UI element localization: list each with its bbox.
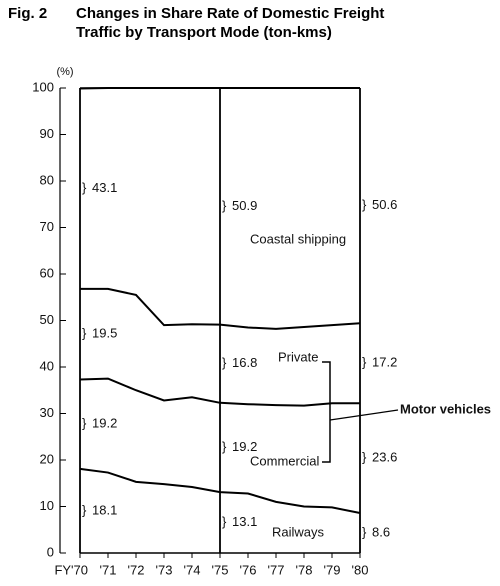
x-tick-label: '73 (156, 562, 173, 577)
series-label: Coastal shipping (250, 231, 346, 246)
brace: } (222, 198, 227, 213)
x-tick-label: '75 (212, 562, 229, 577)
brace: } (362, 355, 367, 370)
data-label: 19.5 (92, 326, 117, 341)
y-tick-label: 90 (40, 126, 54, 141)
data-label: 8.6 (372, 524, 390, 539)
y-tick-label: 50 (40, 312, 54, 327)
x-tick-label: '76 (240, 562, 257, 577)
data-label: 23.6 (372, 450, 397, 465)
series-label: Railways (272, 524, 325, 539)
data-label: 50.9 (232, 198, 257, 213)
y-tick-label: 100 (32, 79, 54, 94)
brace: } (362, 450, 367, 465)
y-tick-label: 80 (40, 172, 54, 187)
brace: } (362, 524, 367, 539)
brace: } (222, 439, 227, 454)
chart-title: Changes in Share Rate of Domestic Freigh… (76, 5, 385, 41)
brace: } (82, 416, 87, 431)
series-boundary (79, 377, 360, 407)
bracket (322, 361, 331, 463)
x-tick-label: '80 (352, 562, 369, 577)
group-label: Motor vehicles (400, 401, 491, 416)
series-label: Commercial (250, 453, 319, 468)
data-label: 19.2 (232, 439, 257, 454)
data-label: 50.6 (372, 197, 397, 212)
x-tick-label: '77 (268, 562, 285, 577)
series-boundary (79, 467, 361, 514)
x-tick-label: '72 (128, 562, 145, 577)
brace: } (362, 197, 367, 212)
x-tick-label: '78 (296, 562, 313, 577)
brace: } (82, 180, 87, 195)
y-tick-label: 20 (40, 451, 54, 466)
figure-label: Fig. 2 (8, 5, 48, 22)
y-unit: (%) (56, 66, 73, 78)
x-tick-label: '71 (100, 562, 117, 577)
y-tick-label: 40 (40, 358, 54, 373)
y-tick-label: 70 (40, 219, 54, 234)
data-label: 17.2 (372, 355, 397, 370)
brace: } (222, 355, 227, 370)
y-tick-label: 0 (47, 544, 54, 559)
y-tick-label: 30 (40, 405, 54, 420)
y-tick-label: 10 (40, 498, 54, 513)
x-tick-label: '74 (184, 562, 201, 577)
data-label: 16.8 (232, 355, 257, 370)
brace: } (82, 326, 87, 341)
brace: } (222, 514, 227, 529)
data-label: 18.1 (92, 502, 117, 517)
data-label: 43.1 (92, 180, 117, 195)
header: Fig. 2 Changes in Share Rate of Domestic… (8, 4, 488, 42)
x-tick-label: FY'70 (54, 562, 88, 577)
data-label: 13.1 (232, 514, 257, 529)
series-label: Private (278, 349, 318, 364)
y-tick-label: 60 (40, 265, 54, 280)
data-label: 19.2 (92, 416, 117, 431)
x-tick-label: '79 (324, 562, 341, 577)
pointer (329, 409, 399, 421)
brace: } (82, 502, 87, 517)
series-boundary (80, 287, 361, 330)
